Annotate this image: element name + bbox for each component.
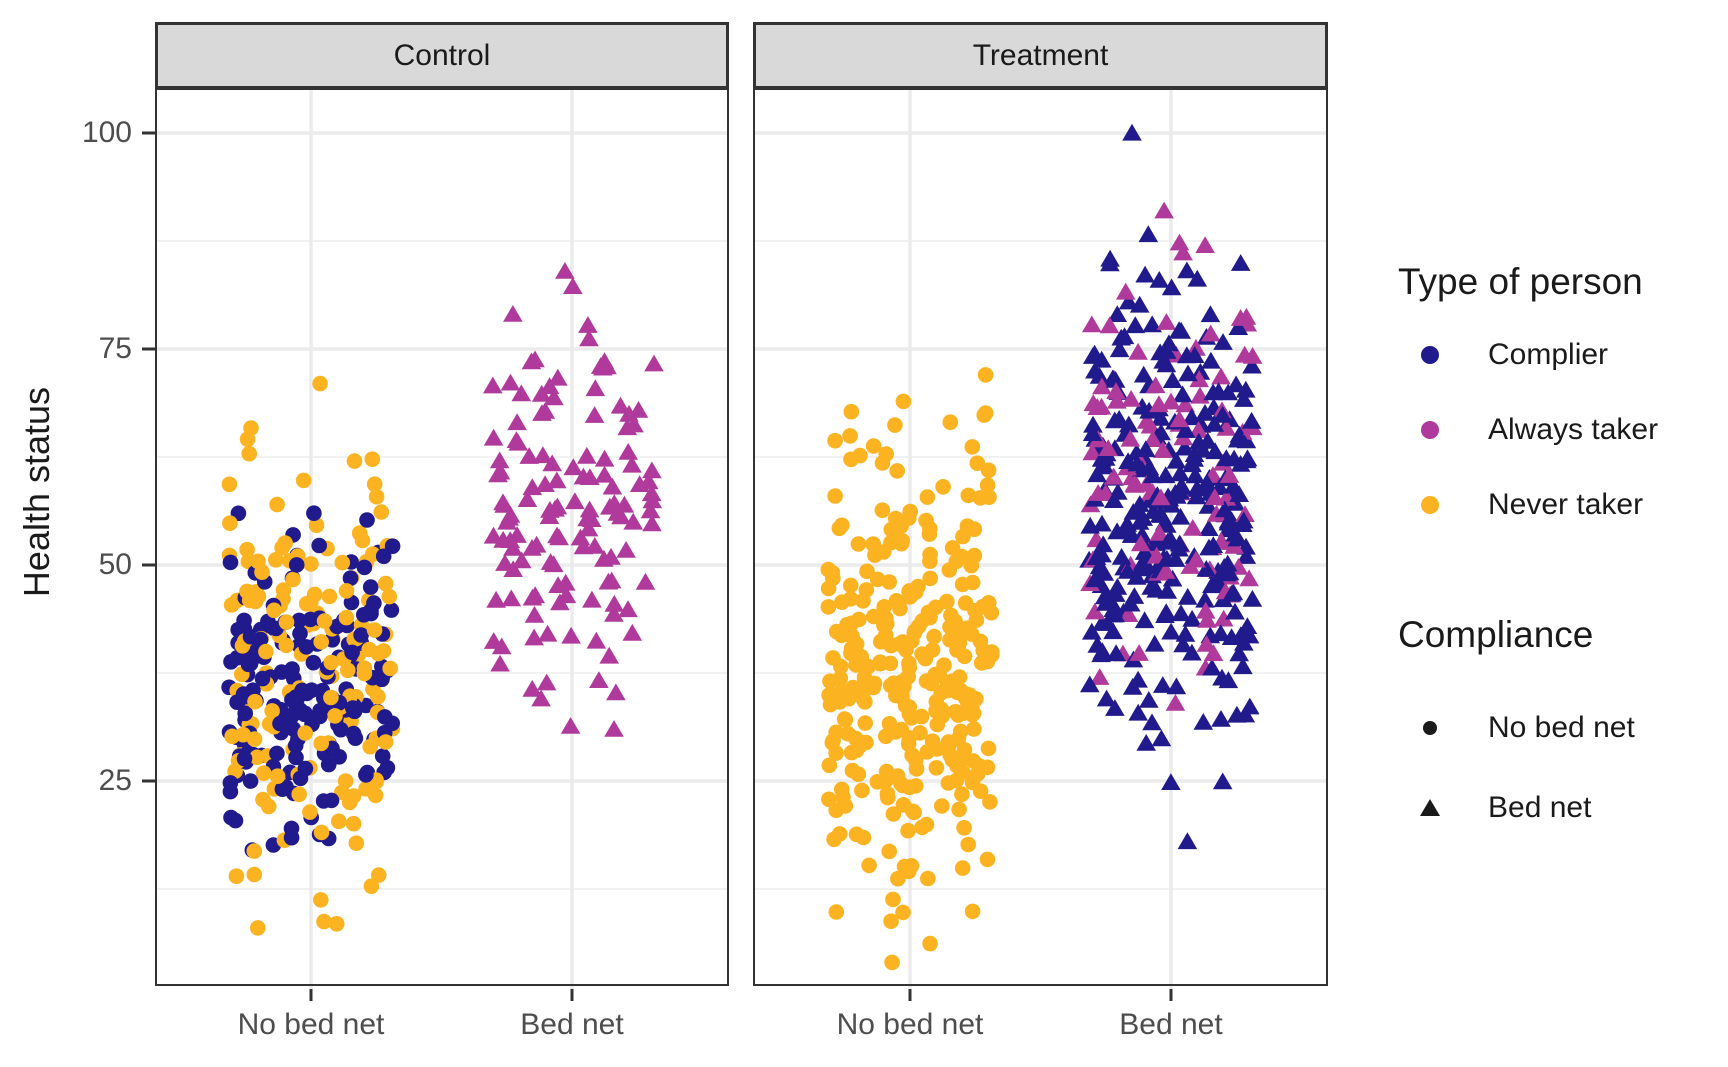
legend-swatch-no-bed-net-circle-icon: [1423, 721, 1437, 735]
legend-swatch-complier-icon: [1421, 346, 1439, 364]
y-tick-label-25: 25: [98, 764, 132, 797]
legend-item-never-taker: Never taker: [1488, 488, 1644, 521]
legend-title-type-of-person: Type of person: [1398, 261, 1643, 302]
x-tick-label-treatment-no-bed-net: No bed net: [836, 1008, 984, 1041]
x-tick-label-control-no-bed-net: No bed net: [237, 1008, 385, 1041]
x-tick-label-control-bed-net: Bed net: [520, 1008, 624, 1041]
legend-title-compliance: Compliance: [1398, 614, 1594, 655]
legend-swatch-always-taker-icon: [1421, 421, 1439, 439]
legend-item-always-taker: Always taker: [1488, 413, 1659, 446]
legend-swatch-bed-net-triangle-icon: [1420, 799, 1440, 816]
facet-strip-treatment: Treatment: [753, 22, 1328, 89]
x-tick-label-treatment-bed-net: Bed net: [1119, 1008, 1223, 1041]
facet-label-control: Control: [393, 38, 491, 72]
legend-swatch-never-taker-icon: [1421, 496, 1439, 514]
legend-item-bed-net: Bed net: [1488, 791, 1592, 824]
y-tick-label-100: 100: [81, 116, 132, 149]
y-axis-title: Health status: [16, 386, 57, 598]
facet-label-treatment: Treatment: [972, 38, 1109, 72]
y-tick-label-50: 50: [98, 548, 132, 581]
y-tick-label-75: 75: [98, 332, 132, 365]
legend-item-no-bed-net: No bed net: [1488, 711, 1635, 744]
legend-item-complier: Complier: [1488, 338, 1609, 371]
facet-strip-control: Control: [155, 22, 729, 89]
